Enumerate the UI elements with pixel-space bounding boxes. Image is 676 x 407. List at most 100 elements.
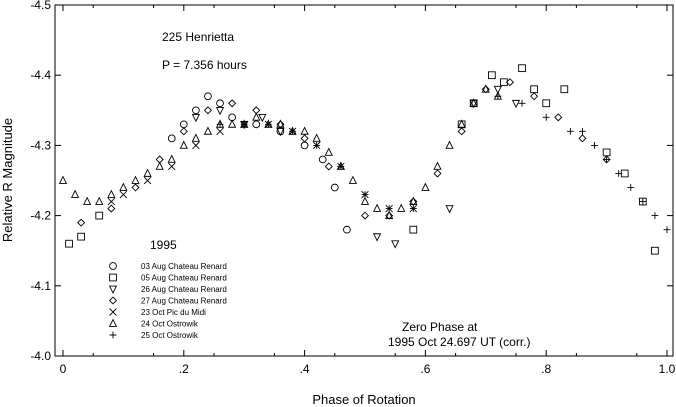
- data-point: [554, 113, 563, 122]
- legend-marker: [109, 331, 117, 339]
- data-point: [324, 162, 333, 171]
- data-point: [409, 225, 418, 234]
- data-points: [58, 64, 671, 255]
- y-tick-label: -4.5: [30, 0, 51, 12]
- data-point: [264, 120, 272, 128]
- data-point: [409, 196, 418, 205]
- data-point: [433, 169, 442, 178]
- data-point: [252, 112, 261, 121]
- x-tick-label: .6: [420, 362, 430, 376]
- legend-label: 27 Aug Chateau Renard: [141, 297, 227, 306]
- zero-phase-annotation-line2: 1995 Oct 24.697 UT (corr.): [388, 335, 531, 349]
- x-tick-label: 1.0: [659, 362, 676, 376]
- data-point: [372, 203, 382, 212]
- object-name-annotation: 225 Henrietta: [162, 30, 234, 44]
- data-point: [312, 133, 321, 142]
- data-point: [530, 92, 539, 101]
- data-point: [518, 99, 526, 107]
- data-point: [155, 161, 164, 170]
- data-point: [560, 85, 569, 94]
- data-point: [95, 196, 104, 205]
- data-point: [83, 196, 92, 205]
- data-point: [167, 154, 176, 163]
- data-point: [240, 120, 248, 128]
- data-point: [500, 78, 508, 87]
- data-point: [107, 197, 116, 206]
- data-point: [192, 106, 200, 115]
- data-point: [530, 85, 538, 94]
- data-point: [372, 233, 382, 242]
- data-point: [360, 196, 370, 205]
- data-point: [542, 113, 550, 121]
- legend-marker: [108, 296, 118, 305]
- legend-label: 24 Oct Ostrowik: [141, 320, 199, 329]
- data-point: [385, 211, 394, 220]
- data-point: [343, 225, 351, 234]
- y-axis-label: Relative R Magnitude: [0, 118, 15, 242]
- data-point: [313, 142, 321, 149]
- data-point: [65, 239, 73, 248]
- data-point: [409, 197, 418, 206]
- x-tick-label: 0: [60, 362, 67, 376]
- x-axis-label: Phase of Rotation: [312, 392, 415, 407]
- data-point: [300, 134, 309, 143]
- data-point: [95, 211, 104, 220]
- data-point: [203, 126, 213, 135]
- data-point: [445, 140, 454, 149]
- data-point: [579, 127, 586, 135]
- data-point: [421, 182, 430, 191]
- data-point: [77, 218, 86, 227]
- series-triangle: [58, 84, 503, 219]
- data-point: [602, 148, 611, 157]
- zero-phase-annotation-line1: Zero Phase at: [402, 320, 478, 334]
- data-point: [143, 176, 152, 185]
- data-point: [204, 92, 212, 101]
- data-point: [143, 168, 152, 177]
- data-point: [168, 162, 176, 171]
- data-point: [663, 226, 671, 234]
- data-point: [70, 189, 80, 198]
- data-point: [494, 92, 502, 100]
- legend-marker: [109, 273, 117, 282]
- data-point: [481, 84, 490, 93]
- data-point: [318, 155, 327, 164]
- x-tick-labels: 0 .2 .4 .6 .8 1.0: [60, 362, 676, 376]
- series-diamond: [77, 78, 611, 227]
- data-point: [397, 203, 406, 212]
- data-point: [179, 140, 188, 149]
- data-point: [289, 127, 296, 135]
- data-point: [216, 99, 224, 108]
- data-point: [58, 175, 68, 184]
- data-point: [651, 246, 659, 255]
- plot-frame: [54, 4, 674, 357]
- data-point: [227, 119, 237, 128]
- data-point: [276, 119, 285, 128]
- series-triangle-down: [191, 85, 521, 249]
- data-point: [276, 128, 285, 137]
- data-point: [615, 170, 623, 177]
- data-point: [511, 99, 521, 109]
- data-point: [216, 127, 224, 136]
- axis-ticks: [55, 4, 673, 357]
- data-point: [300, 141, 309, 150]
- series-circle: [167, 92, 351, 234]
- y-tick-label: -4.4: [30, 68, 51, 82]
- data-point: [620, 169, 629, 178]
- data-point: [215, 106, 225, 116]
- data-point: [192, 141, 200, 150]
- data-point: [203, 106, 212, 115]
- data-point: [191, 133, 201, 142]
- data-point: [627, 184, 635, 191]
- data-point: [433, 161, 442, 170]
- data-point: [385, 210, 394, 219]
- data-point: [361, 191, 369, 198]
- data-point: [445, 205, 454, 214]
- data-point: [591, 142, 598, 149]
- data-point: [179, 120, 188, 129]
- data-point: [505, 78, 514, 87]
- x-tick-label: .8: [541, 362, 551, 376]
- legend: 03 Aug Chateau Renard 05 Aug Chateau Rena…: [108, 262, 227, 340]
- data-point: [348, 175, 358, 184]
- y-tick-labels: -4.5 -4.4 -4.3 -4.2 -4.1 -4.0: [30, 0, 51, 363]
